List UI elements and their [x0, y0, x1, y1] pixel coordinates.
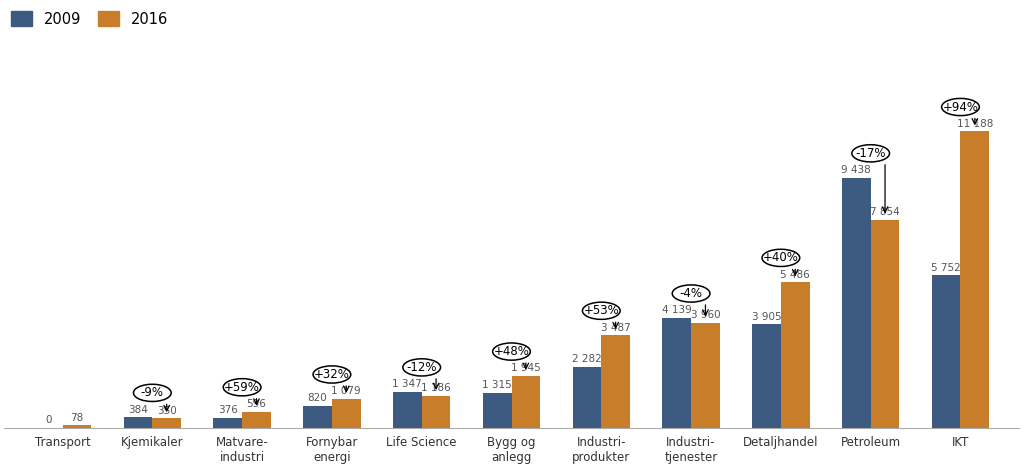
Bar [152, 418, 181, 427]
Bar [303, 406, 331, 427]
Text: +32%: +32% [314, 368, 350, 381]
Text: -12%: -12% [406, 361, 437, 374]
Text: 1 945: 1 945 [512, 363, 541, 373]
Bar [602, 335, 630, 427]
Bar [871, 219, 899, 427]
Ellipse shape [582, 302, 620, 319]
Text: +94%: +94% [942, 101, 978, 114]
Bar [781, 282, 809, 427]
Bar [512, 376, 540, 427]
Bar [242, 412, 271, 427]
Bar [961, 132, 989, 427]
Text: 820: 820 [308, 393, 327, 403]
Text: 1 315: 1 315 [482, 380, 512, 390]
Bar [573, 367, 602, 427]
Text: 4 139: 4 139 [662, 305, 692, 315]
Text: 1 186: 1 186 [421, 383, 451, 394]
Text: 0: 0 [45, 415, 51, 425]
Bar [662, 318, 692, 427]
Text: +53%: +53% [583, 304, 619, 317]
Bar [331, 399, 361, 427]
Text: +59%: +59% [224, 381, 260, 394]
Bar [62, 425, 91, 427]
Ellipse shape [133, 384, 171, 402]
Text: 3 487: 3 487 [601, 322, 630, 333]
Text: -17%: -17% [855, 147, 886, 160]
Ellipse shape [762, 249, 800, 266]
Text: 384: 384 [128, 405, 148, 415]
Bar [421, 396, 450, 427]
Text: 5 752: 5 752 [931, 263, 961, 273]
Text: 1 079: 1 079 [331, 386, 361, 396]
Ellipse shape [313, 366, 351, 383]
Text: 2 282: 2 282 [572, 354, 602, 365]
Ellipse shape [223, 379, 261, 396]
Bar [932, 275, 961, 427]
Text: -4%: -4% [679, 287, 703, 300]
Text: 78: 78 [71, 413, 84, 423]
Text: 3 960: 3 960 [691, 310, 720, 320]
Ellipse shape [403, 359, 441, 376]
Text: 11 188: 11 188 [957, 119, 993, 129]
Text: 3 905: 3 905 [752, 312, 782, 322]
Text: 350: 350 [157, 406, 177, 416]
Legend: 2009, 2016: 2009, 2016 [11, 11, 168, 27]
Ellipse shape [672, 285, 710, 302]
Bar [752, 324, 781, 427]
Bar [214, 417, 242, 427]
Bar [483, 393, 512, 427]
Bar [842, 178, 871, 427]
Text: 376: 376 [218, 405, 237, 415]
Text: +48%: +48% [493, 345, 530, 358]
Text: 1 347: 1 347 [393, 379, 422, 389]
Text: 5 486: 5 486 [781, 270, 810, 280]
Text: 7 854: 7 854 [871, 207, 900, 217]
Ellipse shape [852, 145, 890, 162]
Text: 9 438: 9 438 [842, 165, 872, 175]
Text: -9%: -9% [141, 387, 164, 399]
Bar [124, 417, 152, 427]
Ellipse shape [493, 343, 530, 360]
Bar [393, 392, 421, 427]
Text: 596: 596 [247, 399, 266, 409]
Ellipse shape [941, 98, 979, 116]
Text: +40%: +40% [763, 251, 799, 264]
Bar [692, 323, 720, 427]
